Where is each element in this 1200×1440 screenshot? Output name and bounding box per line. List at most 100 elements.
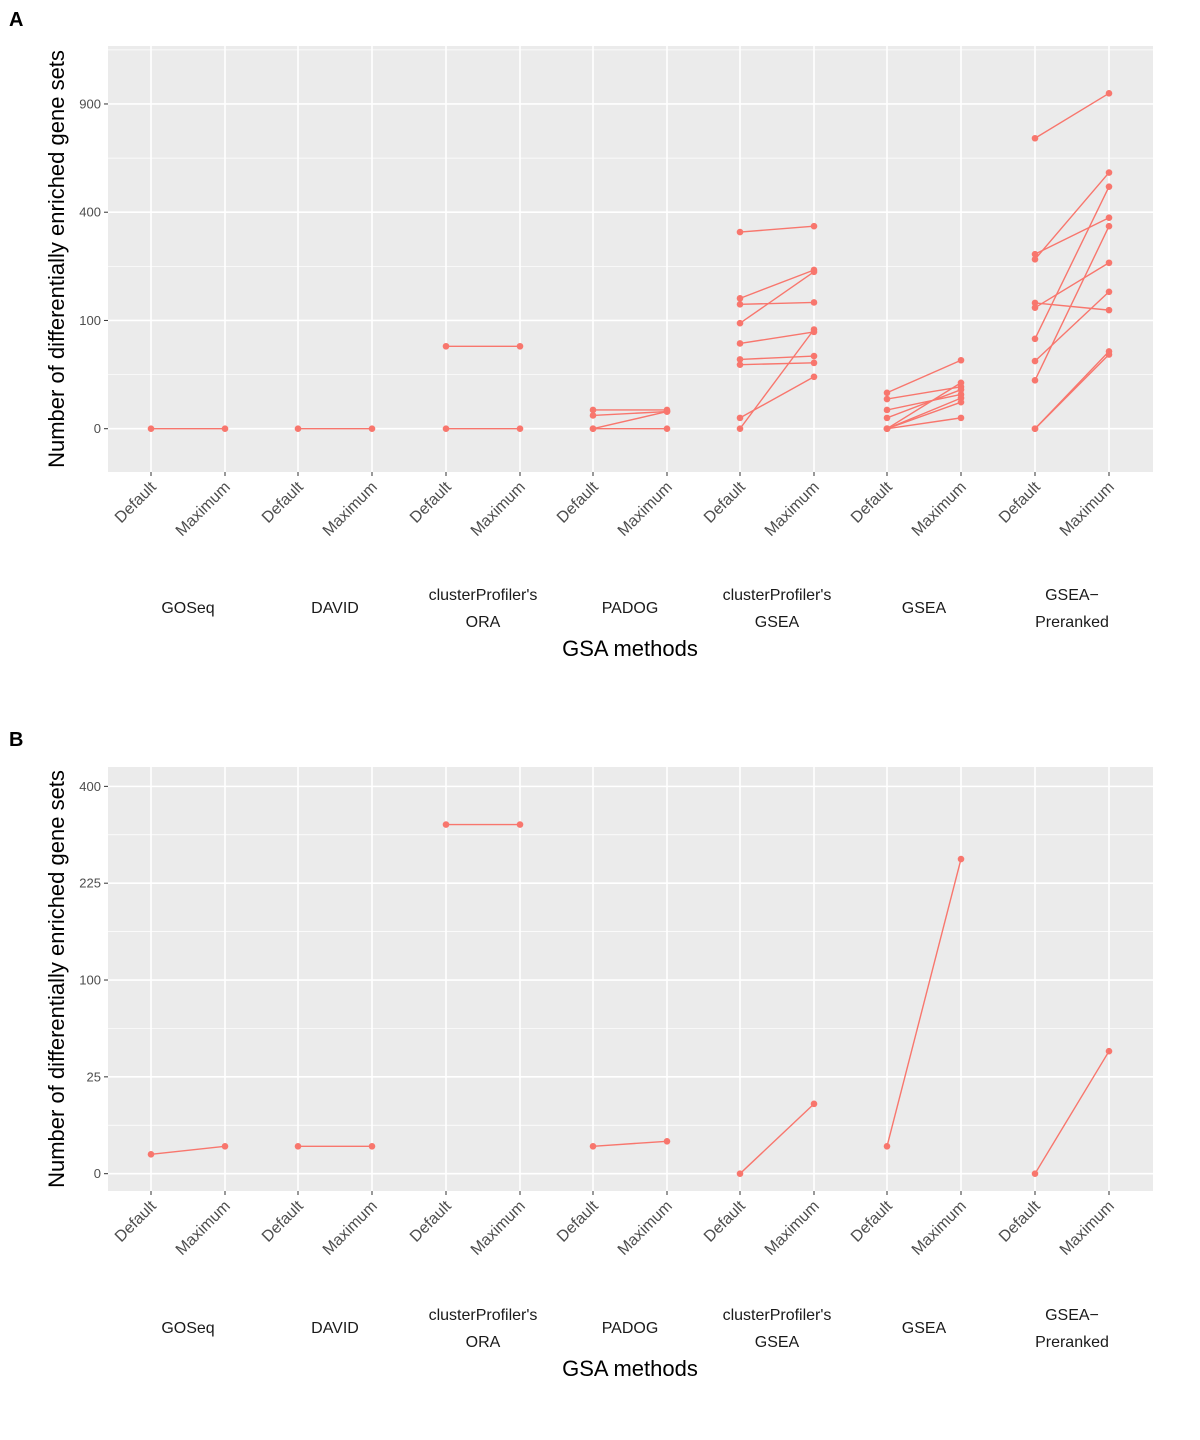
- data-point-maximum: [221, 1142, 229, 1150]
- data-point-default: [1031, 304, 1039, 311]
- method-label: ORA: [466, 614, 501, 631]
- x-tick-label-default: Default: [996, 478, 1044, 526]
- series-line: [150, 1145, 226, 1156]
- series-line: [739, 301, 815, 306]
- chart-panel-a: A 0 100 400 900 Default Maximum Default Maximu…: [9, 9, 1153, 661]
- x-tick-label-maximum: Maximum: [468, 479, 529, 540]
- method-label: GOSeq: [161, 600, 214, 617]
- data-point-maximum: [810, 222, 818, 230]
- data-point-default: [1031, 1170, 1039, 1177]
- series-line: [886, 858, 962, 1147]
- method-label: DAVID: [311, 1320, 359, 1337]
- data-point-maximum: [810, 268, 818, 276]
- x-tick-label-maximum: Maximum: [173, 479, 234, 540]
- data-point-default: [736, 356, 744, 363]
- data-point-maximum: [1105, 90, 1113, 97]
- x-tick-label-maximum: Maximum: [468, 1198, 529, 1259]
- data-point-default: [1031, 134, 1039, 142]
- data-point-default: [736, 295, 744, 302]
- x-tick-label-maximum: Maximum: [909, 1198, 970, 1259]
- data-point-default: [1031, 335, 1039, 343]
- data-point-maximum: [810, 1100, 818, 1108]
- data-point-maximum: [1105, 306, 1113, 314]
- series-line: [1034, 302, 1110, 311]
- series-line: [1034, 217, 1110, 255]
- data-point-maximum: [663, 425, 671, 433]
- series-line: [739, 355, 815, 361]
- data-point-default: [1031, 299, 1039, 307]
- data-point-default: [736, 340, 744, 347]
- series-line: [739, 1103, 815, 1175]
- series-line: [739, 331, 815, 345]
- plot-area-b: [108, 767, 1153, 1191]
- method-label: PADOG: [602, 1320, 659, 1337]
- data-point-maximum: [810, 373, 818, 381]
- data-point-default: [736, 414, 744, 422]
- data-point-default: [736, 361, 744, 368]
- method-label: GSEA: [755, 614, 800, 631]
- series-b: [147, 821, 1113, 1177]
- method-label: clusterProfiler's: [723, 587, 832, 604]
- data-point-maximum: [1105, 288, 1113, 296]
- data-point-maximum: [516, 342, 524, 350]
- data-point-default: [736, 319, 744, 327]
- data-point-default: [442, 342, 450, 350]
- method-label: Preranked: [1035, 1334, 1109, 1351]
- x-tick-label-default: Default: [259, 478, 307, 526]
- data-point-default: [147, 425, 155, 433]
- data-point-default: [736, 301, 744, 308]
- series-line: [1034, 186, 1110, 340]
- series-line: [1034, 225, 1110, 381]
- data-point-maximum: [957, 356, 965, 364]
- y-tick-label: 100: [79, 973, 101, 988]
- data-point-maximum: [663, 408, 671, 415]
- series-line: [886, 386, 962, 400]
- method-label: GSEA−: [1045, 587, 1099, 604]
- series-line: [1034, 1050, 1110, 1175]
- x-tick-label-default: Default: [407, 1197, 455, 1245]
- data-point-maximum: [957, 414, 965, 422]
- x-tick-label-maximum: Maximum: [320, 479, 381, 540]
- data-point-default: [883, 425, 891, 433]
- data-point-default: [1031, 376, 1039, 384]
- x-tick-label-default: Default: [554, 1197, 602, 1245]
- plot-area-a: [108, 46, 1153, 472]
- panel-label-b: B: [9, 729, 23, 751]
- data-point-default: [589, 425, 597, 433]
- data-point-maximum: [810, 352, 818, 360]
- data-point-default: [1031, 357, 1039, 365]
- data-point-default: [883, 395, 891, 403]
- y-axis-title-a: Number of differentially enriched gene s…: [44, 50, 69, 468]
- x-tick-label-default: Default: [701, 1197, 749, 1245]
- x-axis-title-a: GSA methods: [562, 636, 698, 661]
- x-tick-label-default: Default: [259, 1197, 307, 1245]
- x-tick-label-maximum: Maximum: [762, 1198, 823, 1259]
- x-tick-label-maximum: Maximum: [1057, 1198, 1118, 1259]
- data-point-maximum: [957, 855, 965, 863]
- x-axis-b: Default Maximum Default Maximum Default Maxim…: [112, 1191, 1118, 1259]
- y-tick-label: 0: [94, 421, 101, 436]
- y-axis-title-b: Number of differentially enriched gene s…: [44, 770, 69, 1188]
- x-tick-label-maximum: Maximum: [1057, 479, 1118, 540]
- data-point-maximum: [1105, 259, 1113, 267]
- data-point-default: [1031, 255, 1039, 263]
- series-line: [592, 410, 668, 430]
- data-point-maximum: [810, 359, 818, 367]
- method-label: GSEA−: [1045, 1307, 1099, 1324]
- x-tick-label-default: Default: [848, 478, 896, 526]
- data-point-default: [442, 821, 450, 828]
- x-tick-label-maximum: Maximum: [615, 479, 676, 540]
- data-point-default: [736, 228, 744, 236]
- data-point-default: [147, 1151, 155, 1158]
- data-point-maximum: [1105, 169, 1113, 176]
- method-labels-b: GOSeq DAVID clusterProfiler's ORA PADOG clust…: [161, 1307, 1109, 1351]
- y-axis-a: 0 100 400 900: [79, 96, 108, 436]
- y-tick-label: 25: [87, 1069, 101, 1084]
- method-label: GSEA: [755, 1334, 800, 1351]
- data-point-maximum: [663, 1137, 671, 1145]
- gridlines-a: [108, 46, 1153, 472]
- x-tick-label-default: Default: [112, 1197, 160, 1245]
- series-line: [886, 359, 962, 394]
- data-point-maximum: [1105, 1047, 1113, 1055]
- y-tick-label: 225: [79, 876, 101, 891]
